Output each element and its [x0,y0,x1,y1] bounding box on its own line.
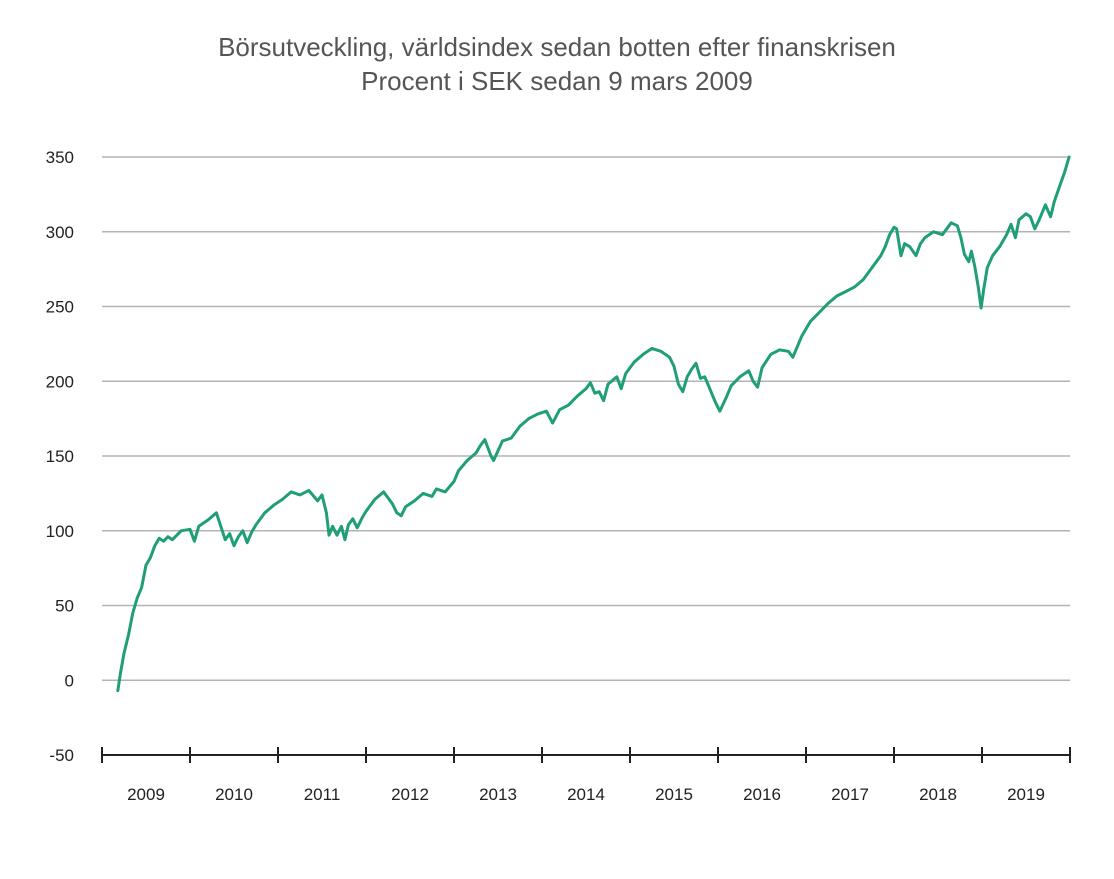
x-tick-label: 2009 [127,785,165,804]
x-tick-label: 2018 [919,785,957,804]
chart-title: Börsutveckling, världsindex sedan botten… [218,32,896,62]
x-tick-label: 2012 [391,785,429,804]
y-tick-label: 250 [46,298,74,317]
y-tick-label: 300 [46,223,74,242]
y-tick-label: 350 [46,148,74,167]
chart-subtitle: Procent i SEK sedan 9 mars 2009 [361,66,753,96]
y-tick-label: 0 [65,671,74,690]
x-tick-label: 2016 [743,785,781,804]
y-tick-label: 50 [55,597,74,616]
y-tick-label: 150 [46,447,74,466]
x-tick-label: 2017 [831,785,869,804]
y-tick-label: -50 [49,746,74,765]
x-tick-label: 2010 [215,785,253,804]
x-tick-label: 2019 [1007,785,1045,804]
x-tick-label: 2014 [567,785,605,804]
series-line [116,155,1071,693]
y-tick-label: 200 [46,372,74,391]
x-tick-label: 2015 [655,785,693,804]
y-tick-label: 100 [46,522,74,541]
x-tick-label: 2011 [304,785,341,804]
x-tick-label: 2013 [479,785,517,804]
